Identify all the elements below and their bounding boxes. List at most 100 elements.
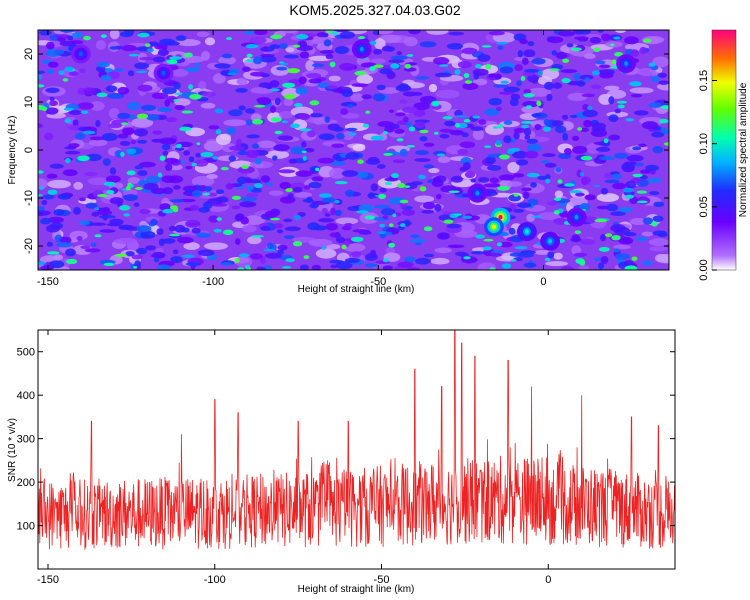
heatmap-cell-998: [194, 159, 209, 167]
heatmap-cell-1112: [307, 222, 320, 231]
heatmap-cell-1350: [38, 84, 45, 88]
heatmap-cell-1503: [369, 66, 376, 72]
heatmap-cell-321: [604, 85, 620, 91]
heatmap-cell-1081: [461, 47, 478, 55]
heatmap-cell-1298: [545, 178, 551, 184]
heatmap-cell-331: [198, 81, 207, 90]
heatmap-cell-623: [134, 62, 150, 70]
heatmap-cell-1158: [402, 91, 417, 97]
heatmap-cell-1231: [618, 237, 634, 245]
heatmap-cell-17: [629, 217, 648, 226]
heatmap-cell-762: [395, 112, 406, 117]
heatmap-cell-1291: [137, 32, 150, 38]
heatmap-cell-732: [437, 232, 449, 240]
heatmap-cell-1309: [220, 166, 229, 171]
heatmap-cell-785: [355, 171, 369, 179]
heatmap-cell-246: [95, 39, 107, 51]
heatmap-cell-1067: [601, 33, 611, 42]
heatmap-cell-1025: [648, 191, 660, 196]
heatmap-cell-1197: [503, 120, 513, 125]
heatmap-cell-422: [226, 127, 236, 135]
heatmap-cell-1393: [651, 221, 658, 227]
heatmap-cell-1154: [462, 162, 471, 170]
heatmap-cell-1130: [174, 224, 186, 233]
heatmap-cell-1479: [332, 30, 338, 36]
heatmap-cell-1100: [46, 173, 58, 179]
heatmap-y-tick-label: -20: [23, 238, 35, 254]
heatmap-cell-1021: [253, 30, 268, 35]
heatmap-cell-1096: [241, 66, 251, 72]
heatmap-cell-1302: [321, 246, 326, 250]
heatmap-cell-1180: [379, 68, 393, 75]
heatmap-cell-1358: [47, 251, 60, 255]
heatmap-cell-1056: [376, 164, 386, 169]
heatmap-cell-1196: [317, 82, 330, 89]
heatmap-cell-1486: [38, 170, 44, 174]
heatmap-cell-1168: [611, 173, 622, 180]
heatmap-cell-568: [597, 262, 605, 270]
heatmap-cell-1354: [464, 80, 473, 84]
heatmap-cell-1300: [500, 80, 509, 84]
heatmap-cell-786: [67, 35, 74, 41]
heatmap-cell-766: [308, 181, 322, 189]
heatmap-cell-1004: [107, 122, 122, 129]
heatmap-cell-416: [596, 205, 610, 210]
heatmap-cell-1438: [561, 78, 571, 84]
heatmap-cell-507: [546, 93, 553, 102]
heatmap-x-tick-label: -100: [202, 276, 224, 288]
heatmap-cell-613: [421, 209, 435, 214]
heatmap-cell-350: [131, 117, 154, 128]
heatmap-cell-1492: [463, 72, 470, 79]
heatmap-cell-974: [96, 61, 110, 68]
heatmap-cell-1510: [454, 122, 461, 128]
heatmap-cell-666: [78, 220, 90, 226]
heatmap-cell-1460: [245, 44, 259, 49]
heatmap-cell-1410: [616, 100, 628, 104]
heatmap-cell-467: [513, 173, 525, 178]
heatmap-cell-1191: [249, 36, 267, 45]
heatmap-cell-1280: [564, 183, 575, 187]
heatmap-cell-1013: [521, 187, 532, 192]
snr-x-ticks: -150 -100 -50 0: [37, 330, 551, 586]
heatmap-cell-1239: [515, 159, 529, 166]
heatmap-cell-1152: [576, 80, 586, 87]
heatmap-cell-951: [45, 224, 60, 233]
heatmap-cell-1542: [493, 126, 499, 129]
heatmap-cell-222: [428, 83, 438, 93]
heatmap-cell-838: [576, 30, 591, 35]
heatmap-cell-343: [114, 238, 138, 244]
heatmap-cell-443: [329, 160, 346, 166]
heatmap-cell-1538: [159, 155, 166, 161]
heatmap-cell-1273: [152, 130, 163, 135]
heatmap-cell-175: [426, 30, 449, 35]
heatmap-cell-1032: [477, 54, 491, 62]
heatmap-cell-619: [513, 208, 525, 213]
heatmap-hotspot-8-layer-3: [359, 46, 364, 52]
heatmap-cell-1029: [433, 56, 450, 65]
heatmap-cell-1011: [225, 183, 234, 190]
heatmap-cell-1054: [121, 44, 138, 52]
heatmap-cell-1143: [431, 179, 444, 188]
heatmap-cell-629: [38, 210, 51, 216]
heatmap-cell-1031: [358, 230, 372, 235]
heatmap-cell-408: [89, 136, 105, 141]
heatmap-cell-1348: [499, 154, 510, 160]
heatmap-cell-1367: [454, 115, 468, 118]
heatmap-cell-1260: [521, 57, 529, 65]
heatmap-cell-536: [522, 100, 540, 108]
heatmap-cell-1166: [334, 46, 350, 55]
heatmap-cell-146: [629, 87, 654, 94]
heatmap-cell-402: [139, 208, 151, 215]
heatmap-cell-1202: [517, 202, 532, 208]
heatmap-cell-1550: [329, 61, 336, 68]
heatmap-cell-1444: [439, 64, 449, 67]
heatmap-cell-969: [388, 123, 400, 130]
heatmap-cell-508: [299, 264, 309, 270]
heatmap-cell-1219: [83, 87, 96, 95]
heatmap-cell-1322: [365, 110, 371, 114]
heatmap-cell-1451: [496, 242, 503, 247]
heatmap-cell-537: [136, 247, 148, 255]
heatmap-cell-82: [385, 247, 396, 254]
heatmap-cell-881: [298, 113, 311, 121]
heatmap-cell-1263: [238, 105, 246, 111]
